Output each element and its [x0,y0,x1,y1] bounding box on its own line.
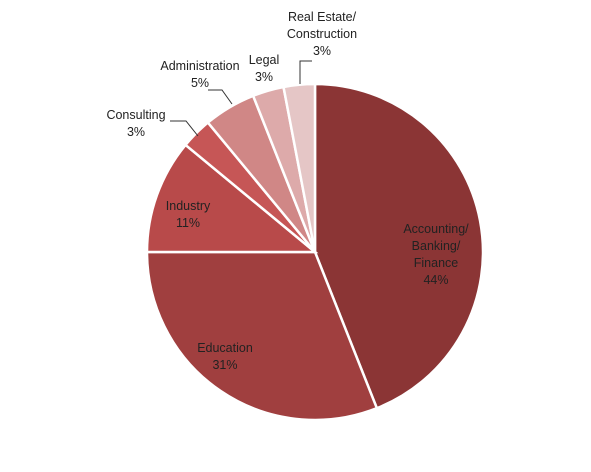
leader-line [299,60,312,84]
slice-category-label: Administration [160,59,239,73]
slice-value-label: 3% [313,44,331,58]
pie-slice-real-estate-construction [282,82,317,253]
slice-category-label: Education [197,341,253,355]
leader-lines [170,60,312,137]
slice-value-label: 31% [212,358,237,372]
slice-label: Accounting/Banking/Finance 44% [403,222,469,287]
slice-label: Real Estate/Construction 3% [287,10,357,58]
pie-slice-accounting-banking-finance [313,82,485,410]
slice-label: Education 31% [197,341,253,372]
slice-value-label: 3% [127,125,145,139]
leader-line [170,120,199,137]
slice-category-label: Industry [166,199,211,213]
slice-category-label: Finance [414,256,459,270]
slice-label: Legal 3% [249,53,280,84]
slice-value-label: 5% [191,76,209,90]
slice-category-label: Banking/ [412,239,461,253]
slice-category-label: Consulting [106,108,165,122]
slice-value-label: 11% [176,216,200,230]
slice-label: Consulting 3% [106,108,165,139]
slice-category-label: Legal [249,53,280,67]
leader-line [208,89,233,105]
slice-category-label: Construction [287,27,357,41]
slice-category-label: Real Estate/ [288,10,357,24]
slice-label: Industry 11% [166,199,211,230]
slice-value-label: 3% [255,70,273,84]
pie-slice-education [145,250,379,422]
pie-slices [145,82,485,422]
slice-value-label: 44% [423,273,448,287]
pie-slice-industry [145,143,319,254]
slice-category-label: Accounting/ [403,222,469,236]
slice-label: Administration 5% [160,59,239,90]
slice-labels: Accounting/Banking/Finance 44% Education 31… [106,10,469,372]
